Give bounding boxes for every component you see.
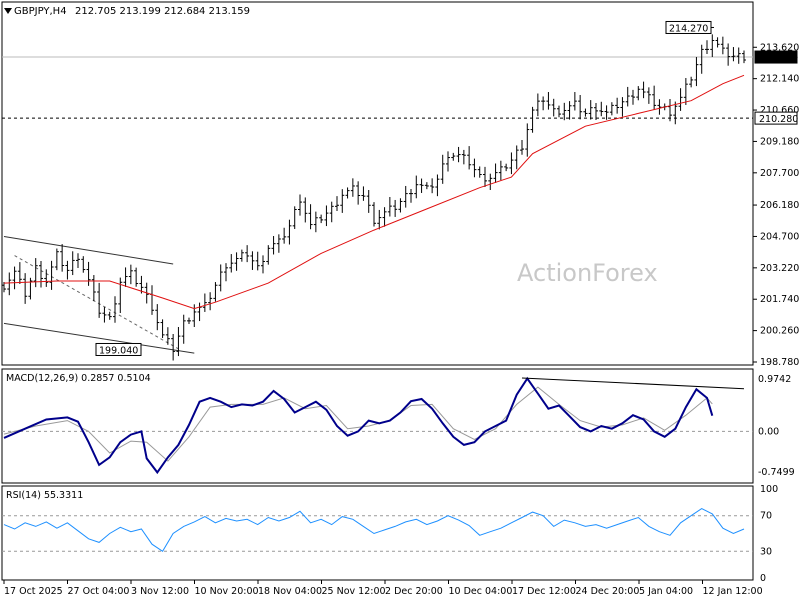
price-axis-label: 198.780 [760,357,799,368]
time-axis-label: 10 Nov 20:00 [195,586,259,597]
macd-axis-label: -0.7499 [758,467,795,478]
rsi-axis-label: 70 [760,511,772,522]
price-series: 214.270 199.040 [2,20,753,361]
price-axis-label: 206.180 [760,200,799,211]
rsi-line [3,508,745,553]
price-axis-label: 213.620 [760,42,799,53]
macd-divergence-line [521,377,745,390]
ohlc-label: 212.705 213.199 212.684 213.159 [75,6,250,17]
channel-line [14,255,179,350]
time-axis-label: 12 Jan 12:00 [703,586,763,597]
price-annotation-label: 199.040 [99,345,138,356]
chart-watermark: ActionForex [517,259,658,287]
time-axis-label: 18 Nov 04:00 [258,586,322,597]
price-annotation-label: 214.270 [669,23,708,34]
rsi-series [2,508,753,553]
channel-line [3,235,174,265]
symbol-label: GBPJPY,H4 [14,6,67,17]
time-axis-label: 10 Dec 04:00 [449,586,513,597]
price-axis-label: 200.260 [760,326,799,337]
price-axis-label: 212.140 [760,74,799,85]
time-axis-label: 5 Jan 04:00 [639,586,693,597]
price-axis-label: 203.220 [760,263,799,274]
price-axis-label: 201.740 [760,294,799,305]
macd-axis-label: 0.00 [758,426,779,437]
macd-signal-line [3,386,713,462]
triangle-down-icon[interactable] [4,8,12,14]
rsi-axis-label: 0 [760,573,766,584]
price-panel-frame [1,1,754,366]
price-axis-label: 209.180 [760,136,799,147]
price-axis-label: 204.700 [760,231,799,242]
price-axis-label: 207.700 [760,168,799,179]
macd-panel-frame [1,368,754,484]
support-level-tag: 210.280 [759,114,798,125]
macd-series [2,376,753,475]
time-axis-label: 27 Oct 04:00 [68,586,130,597]
macd-main-line [3,376,714,475]
moving-average-line [3,74,745,310]
channel-line [3,322,195,354]
rsi-panel-frame [1,485,754,581]
macd-title: MACD(12,26,9) 0.2857 0.5104 [6,373,151,384]
time-axis-label: 25 Nov 12:00 [322,586,386,597]
time-axis-label: 24 Dec 20:00 [576,586,640,597]
rsi-axis-label: 100 [760,484,778,495]
rsi-title: RSI(14) 55.3311 [6,490,83,501]
current-price-tag-box [754,50,798,64]
price-axis-label: 210.660 [760,105,799,116]
support-level-tag-box [754,111,798,125]
macd-axis-label: 0.9742 [758,374,791,385]
time-axis-label: 17 Oct 2025 [4,586,63,597]
time-axis-label: 17 Dec 12:00 [512,586,576,597]
time-axis-label: 3 Nov 12:00 [131,586,189,597]
price-annotation-box [95,342,142,356]
rsi-axis-label: 30 [760,546,772,557]
time-axis-label: 2 Dec 20:00 [385,586,443,597]
current-price-tag: 213.159 [759,53,798,64]
axis-labels: 213.620 212.140 210.660 209.180 207.700 206.1… [3,42,799,597]
